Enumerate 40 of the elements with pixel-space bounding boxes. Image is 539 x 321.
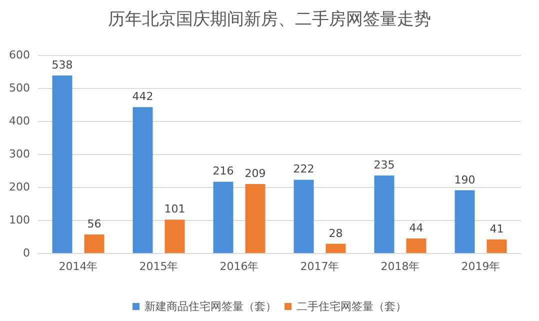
x-tick-label: 2014年 [58,260,98,273]
data-label: 222 [293,162,314,176]
data-label: 538 [52,58,73,72]
bar [326,244,346,253]
bar [52,75,72,253]
data-label: 56 [87,218,102,231]
y-tick-label: 400 [9,114,30,128]
bar [84,234,104,253]
data-label: 216 [212,164,234,178]
x-tick-label: 2016年 [220,260,259,273]
y-tick-label: 100 [9,214,30,226]
data-label: 190 [454,173,476,186]
bar [213,182,234,253]
data-label: 101 [164,202,186,216]
x-tick-label: 2019年 [461,260,500,273]
y-tick-label: 300 [9,148,30,160]
data-label: 235 [374,158,395,172]
x-tick-label: 2017年 [300,260,340,273]
legend-label: 二手住宅网签量（套） [296,300,406,313]
bar [374,175,394,253]
y-tick-label: 0 [23,246,30,260]
x-tick-label: 2018年 [380,260,420,273]
x-tick-label: 2015年 [139,260,178,273]
bar [406,238,426,253]
data-label: 209 [244,167,266,180]
bar [454,190,475,253]
data-label: 28 [328,226,343,240]
y-tick-label: 200 [9,180,30,194]
bar [132,107,153,253]
bar [164,220,185,253]
bar [486,239,507,253]
data-label: 41 [490,222,504,236]
bar [294,180,314,253]
chart-title: 历年北京国庆期间新房、二手房网签量走势 [108,10,431,30]
data-label: 44 [409,221,424,234]
y-tick-label: 500 [9,82,30,94]
bar [245,184,266,253]
legend-label: 新建商品住宅网签量（套） [144,300,276,313]
y-tick-label: 600 [9,48,30,62]
data-label: 442 [132,90,154,104]
